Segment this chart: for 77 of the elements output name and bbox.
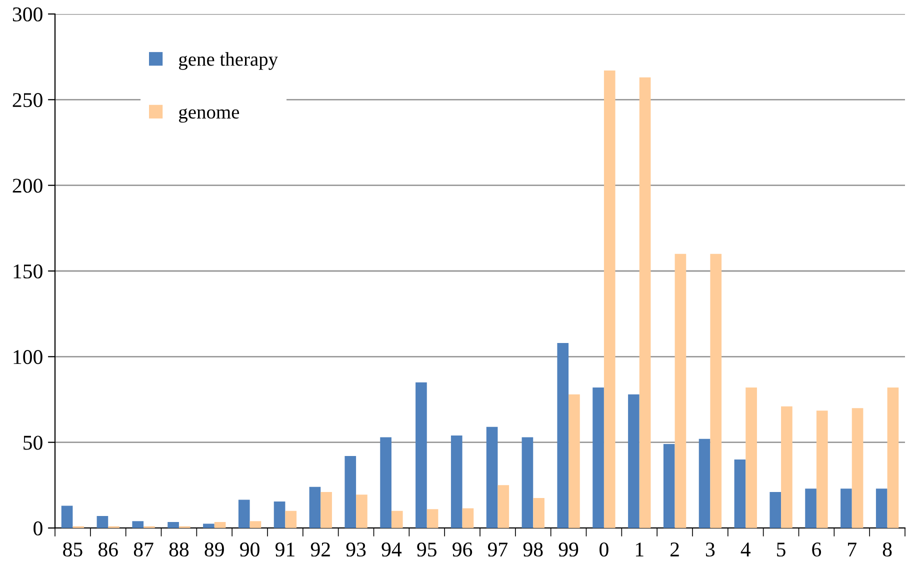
x-tick-label: 90: [240, 542, 260, 557]
bar: [285, 510, 297, 528]
bar: [840, 488, 852, 528]
bar: [628, 394, 640, 528]
x-tick-label: 89: [204, 542, 224, 557]
bar: [462, 508, 474, 528]
bar: [168, 522, 179, 528]
bar: [781, 406, 792, 528]
bar: [426, 509, 438, 528]
x-tick-label: 95: [417, 542, 436, 557]
x-tick-label: 86: [98, 542, 118, 557]
legend-label: gene therapy: [179, 52, 278, 70]
bar: [391, 510, 403, 528]
bar: [238, 500, 250, 528]
x-tick-label: 87: [134, 542, 154, 557]
bar: [274, 501, 286, 528]
bar: [876, 488, 888, 528]
bar: [486, 426, 498, 528]
bar: [132, 521, 144, 528]
legend-label: genome: [179, 108, 240, 123]
x-tick-label: 96: [452, 542, 472, 557]
y-tick-label: 100: [14, 350, 42, 364]
y-tick-label: 200: [12, 178, 42, 193]
bar: [309, 486, 321, 528]
x-tick-label: 6: [812, 542, 822, 557]
x-tick-label: 88: [169, 542, 189, 557]
bar: [816, 410, 828, 528]
x-tick-label: 92: [310, 542, 330, 557]
x-tick-label: 85: [63, 542, 82, 557]
bar: [674, 254, 686, 528]
bar: [416, 382, 427, 528]
bar: [568, 394, 580, 528]
x-tick-label: 94: [382, 542, 402, 557]
bar: [214, 522, 226, 528]
bar: [344, 456, 356, 528]
x-tick-label: 91: [275, 542, 294, 557]
bar: [320, 492, 332, 528]
bar: [380, 437, 392, 528]
x-tick-label: 93: [346, 542, 366, 557]
bar: [592, 388, 604, 528]
bar: [533, 498, 544, 528]
x-tick-label: 97: [488, 542, 508, 557]
x-tick-label: 99: [558, 542, 578, 557]
bar: [852, 408, 864, 528]
bar: [710, 254, 722, 528]
bar: [746, 388, 757, 528]
bar: [498, 485, 510, 528]
x-tick-label: 3: [706, 542, 715, 557]
bar: [450, 435, 462, 528]
x-tick-label: 98: [523, 542, 543, 557]
bar: [203, 524, 214, 528]
bar: [805, 488, 816, 528]
x-tick-label: 1: [636, 542, 644, 556]
y-tick-label: 0: [34, 521, 42, 536]
bar: [663, 444, 675, 528]
x-tick-label: 8: [882, 542, 892, 557]
bar: [639, 77, 651, 528]
bar: [96, 516, 108, 528]
bar: [522, 437, 534, 528]
x-tick-label: 2: [670, 542, 679, 556]
bar: [770, 492, 782, 528]
x-tick-label: 0: [600, 542, 608, 557]
bar: [250, 521, 262, 528]
x-tick-label: 7: [848, 542, 856, 556]
bar: [604, 70, 616, 528]
bar: [557, 342, 569, 528]
x-tick-label: 5: [777, 542, 786, 557]
bar: [61, 506, 73, 528]
bar: [356, 494, 368, 528]
y-tick-label: 250: [12, 93, 42, 108]
x-tick-label: 4: [740, 542, 751, 556]
y-tick-label: 300: [12, 7, 42, 22]
bar: [887, 388, 899, 528]
bar: [698, 438, 710, 528]
bar: [734, 459, 746, 528]
y-tick-label: 50: [24, 436, 42, 450]
y-tick-label: 150: [14, 264, 42, 278]
